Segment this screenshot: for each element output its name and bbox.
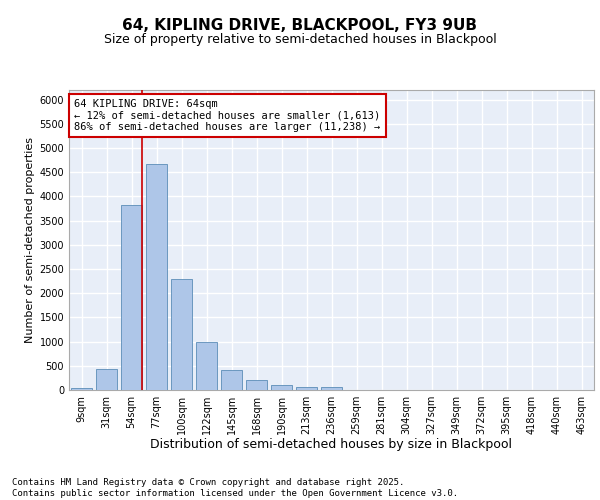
Bar [221, 370, 242, 390]
Bar [146, 164, 167, 390]
X-axis label: Distribution of semi-detached houses by size in Blackpool: Distribution of semi-detached houses by … [151, 438, 512, 452]
Bar [71, 388, 92, 390]
Bar [121, 204, 142, 390]
Bar [321, 386, 342, 390]
Bar [171, 278, 192, 390]
Y-axis label: Number of semi-detached properties: Number of semi-detached properties [25, 137, 35, 343]
Text: Contains HM Land Registry data © Crown copyright and database right 2025.
Contai: Contains HM Land Registry data © Crown c… [12, 478, 458, 498]
Text: 64 KIPLING DRIVE: 64sqm
← 12% of semi-detached houses are smaller (1,613)
86% of: 64 KIPLING DRIVE: 64sqm ← 12% of semi-de… [74, 99, 380, 132]
Bar [196, 342, 217, 390]
Bar [246, 380, 267, 390]
Text: 64, KIPLING DRIVE, BLACKPOOL, FY3 9UB: 64, KIPLING DRIVE, BLACKPOOL, FY3 9UB [122, 18, 478, 32]
Bar [271, 385, 292, 390]
Text: Size of property relative to semi-detached houses in Blackpool: Size of property relative to semi-detach… [104, 32, 496, 46]
Bar [296, 386, 317, 390]
Bar [96, 369, 117, 390]
